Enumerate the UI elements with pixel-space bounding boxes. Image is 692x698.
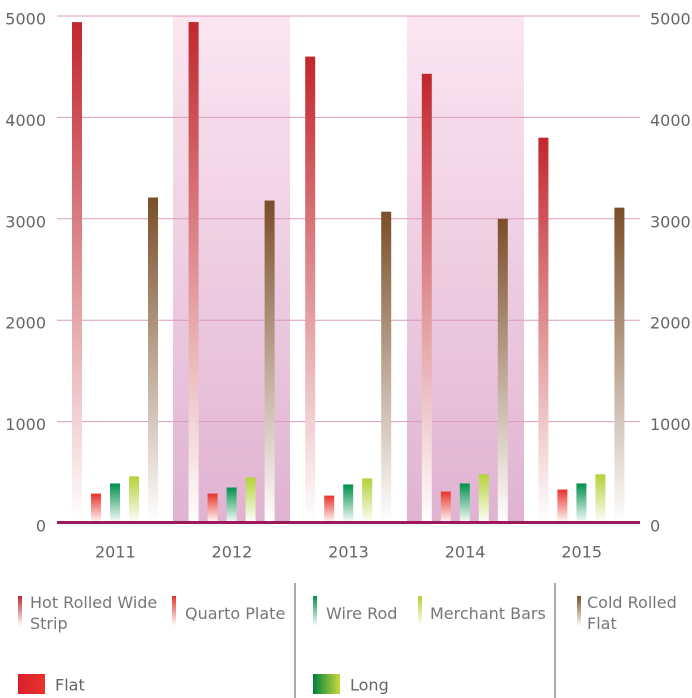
bar [110, 483, 120, 523]
bar [148, 197, 158, 524]
x-tick-label: 2011 [95, 543, 136, 562]
bar [440, 491, 451, 523]
legend-swatch [418, 596, 422, 626]
bar [478, 474, 489, 523]
legend-label: Hot Rolled Wide Strip [30, 593, 158, 633]
legend-label: Wire Rod [326, 603, 398, 623]
group-swatch [313, 674, 340, 694]
y-tick-label: 5000 [5, 10, 46, 29]
y2-tick-label: 1000 [650, 415, 691, 434]
bar [207, 493, 218, 523]
bar [72, 22, 82, 524]
legend-swatch [577, 596, 581, 626]
bar [305, 56, 316, 524]
group-label: Long [350, 676, 389, 695]
bar [595, 474, 606, 523]
bar [324, 495, 335, 523]
bar [538, 137, 549, 523]
y2-tick-label: 0 [650, 517, 660, 536]
bar [362, 478, 373, 523]
y2-tick-label: 3000 [650, 212, 691, 231]
bar [614, 207, 625, 523]
bar [381, 211, 392, 523]
bar [245, 477, 256, 523]
legend-swatch [313, 596, 317, 626]
group-label: Flat [55, 676, 85, 695]
legend-label: Cold Rolled Flat [587, 593, 677, 633]
bar [264, 200, 275, 523]
x-tick-label: 2013 [328, 543, 369, 562]
bar [557, 489, 568, 523]
y-tick-label: 0 [36, 517, 46, 536]
legend-label: Quarto Plate [185, 603, 286, 623]
legend-swatch [172, 596, 176, 626]
group-swatch [18, 674, 45, 694]
bar [576, 483, 587, 523]
legend-swatch [18, 596, 22, 626]
bar [129, 476, 139, 523]
bar [226, 487, 237, 523]
bar [188, 22, 199, 524]
bar [459, 483, 470, 523]
x-tick-label: 2014 [445, 543, 486, 562]
legend-label: Merchant Bars [430, 603, 546, 623]
bar [421, 73, 432, 523]
y-tick-label: 2000 [5, 314, 46, 333]
baseline [57, 521, 640, 524]
bar [343, 484, 354, 523]
bar [497, 218, 508, 524]
y-tick-label: 4000 [5, 111, 46, 130]
y2-tick-label: 4000 [650, 111, 691, 130]
bar [91, 493, 101, 523]
y2-tick-label: 2000 [650, 314, 691, 333]
y-tick-label: 1000 [5, 415, 46, 434]
y-tick-label: 3000 [5, 212, 46, 231]
y2-tick-label: 5000 [650, 10, 691, 29]
x-tick-label: 2015 [561, 543, 602, 562]
x-tick-label: 2012 [212, 543, 253, 562]
